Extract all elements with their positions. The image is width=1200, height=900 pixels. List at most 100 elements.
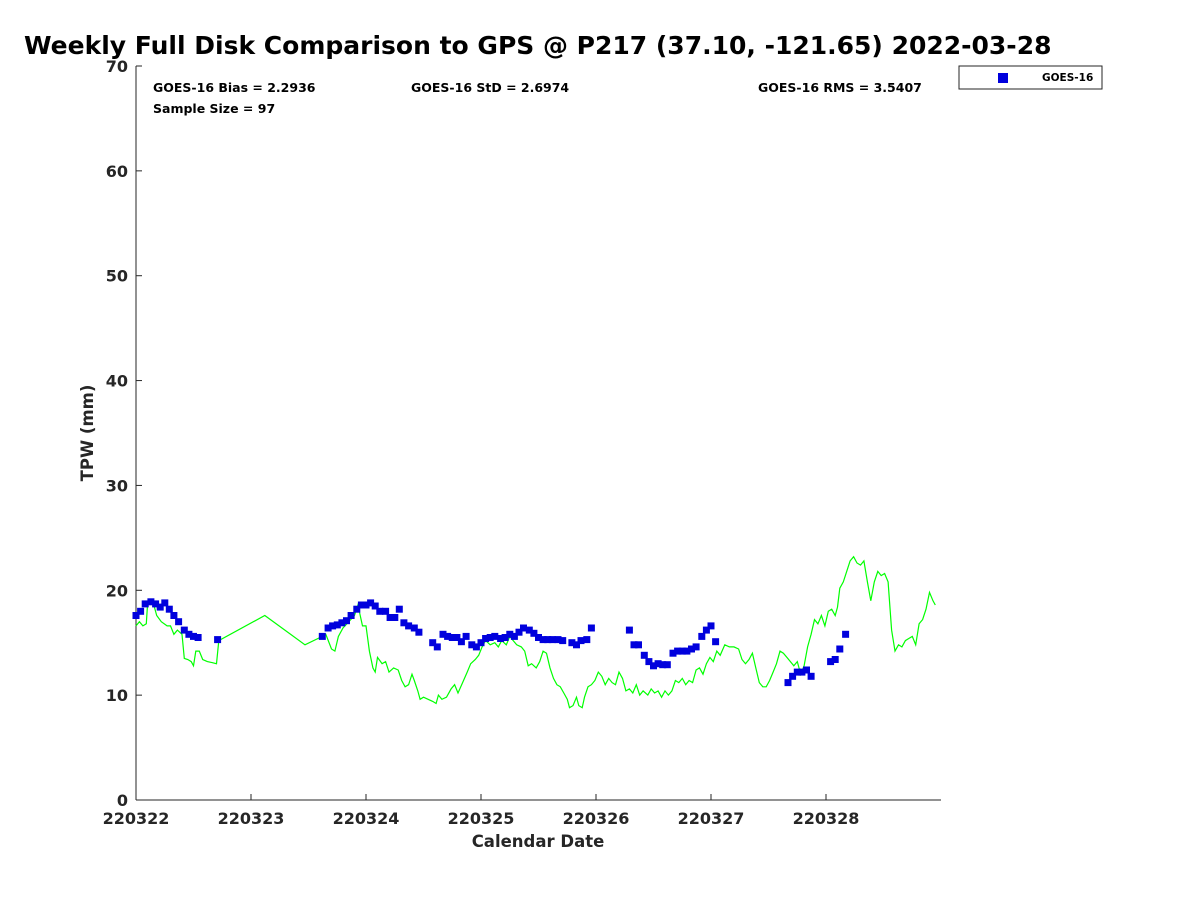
- goes16-point: [789, 672, 797, 680]
- plot-frame: [135, 66, 941, 801]
- goes16-point: [692, 643, 700, 651]
- goes16-point: [415, 628, 423, 636]
- y-tick-label: 30: [106, 476, 128, 495]
- legend-marker: [998, 73, 1008, 83]
- x-tick-label: 220324: [333, 809, 400, 828]
- goes16-point: [669, 649, 677, 657]
- goes16-point: [678, 647, 686, 655]
- goes16-point: [702, 626, 710, 634]
- goes16-point: [520, 624, 527, 632]
- goes16-point: [798, 668, 806, 676]
- legend-box: [958, 65, 1103, 90]
- y-tick-label: 40: [106, 372, 128, 391]
- goes16-point: [683, 647, 691, 655]
- x-tick-label: 220327: [678, 809, 745, 828]
- goes16-point: [132, 612, 140, 619]
- goes16-point: [559, 637, 567, 645]
- goes16-point: [535, 634, 542, 641]
- y-tick-label: 60: [106, 162, 128, 181]
- y-tick-label: 70: [106, 57, 128, 76]
- goes16-point: [448, 634, 456, 641]
- goes16-point: [362, 601, 370, 609]
- goes16-point: [141, 600, 149, 608]
- y-ticks: 0 10 20 30 40 50 60 70: [106, 57, 142, 810]
- goes16-point: [194, 634, 202, 641]
- goes16-point: [836, 645, 844, 653]
- goes16-point: [530, 629, 538, 637]
- goes16-point: [324, 624, 332, 632]
- goes16-point: [640, 651, 648, 659]
- series-layer: [132, 555, 936, 709]
- goes16-point: [650, 662, 657, 670]
- y-axis-label: TPW (mm): [78, 385, 97, 482]
- goes16-point: [486, 634, 494, 641]
- goes16-point: [506, 630, 514, 638]
- goes16-point: [367, 599, 375, 607]
- goes16-point: [170, 612, 178, 619]
- stat-rms: GOES-16 RMS = 3.5407: [758, 80, 922, 95]
- goes16-point: [688, 645, 695, 653]
- goes16-point: [698, 632, 706, 640]
- x-ticks: 220322 220323 220324 220325 220326 220327 2203…: [103, 794, 860, 828]
- stat-sample-size: Sample Size = 97: [153, 101, 275, 116]
- legend-entry-label: GOES-16: [1042, 72, 1093, 84]
- goes16-point: [625, 626, 633, 634]
- goes16-point: [645, 658, 653, 666]
- goes16-point: [477, 639, 485, 647]
- stat-std: GOES-16 StD = 2.6974: [411, 80, 569, 95]
- goes16-point: [654, 660, 662, 668]
- goes16-point: [472, 643, 480, 651]
- goes16-point: [429, 639, 437, 647]
- goes16-point: [371, 602, 379, 610]
- y-tick-label: 0: [117, 791, 128, 810]
- goes16-point: [803, 666, 810, 674]
- goes16-point: [400, 619, 408, 627]
- goes16-point: [353, 605, 361, 613]
- goes16-point: [482, 635, 490, 642]
- goes16-point: [793, 668, 801, 676]
- goes16-point: [707, 622, 715, 630]
- goes16-point: [831, 656, 839, 663]
- goes16-point: [525, 626, 533, 634]
- goes16-point: [659, 661, 667, 669]
- y-tick-label: 50: [106, 267, 128, 286]
- goes16-point: [386, 614, 394, 621]
- goes16-point: [410, 624, 418, 632]
- goes16-point: [457, 638, 465, 646]
- goes16-point: [501, 634, 509, 641]
- goes16-point: [515, 628, 523, 636]
- goes16-point: [214, 636, 222, 644]
- goes16-point: [827, 658, 835, 666]
- goes16-point: [329, 622, 337, 630]
- goes16-point: [147, 598, 155, 606]
- goes16-point: [395, 605, 403, 613]
- goes16-point: [539, 636, 547, 644]
- goes16-point: [635, 641, 642, 649]
- goes16-point: [357, 601, 365, 609]
- goes16-point: [190, 632, 197, 640]
- goes16-point: [175, 618, 183, 626]
- x-tick-label: 220326: [563, 809, 630, 828]
- goes16-point: [807, 672, 815, 680]
- goes16-point: [663, 661, 671, 669]
- goes16-point: [152, 600, 160, 608]
- goes16-point: [544, 636, 552, 644]
- goes16-point: [568, 639, 576, 647]
- goes16-point: [333, 621, 341, 629]
- goes16-point: [548, 636, 556, 644]
- goes16-point: [630, 641, 638, 649]
- x-tick-label: 220328: [793, 809, 860, 828]
- goes16-point: [573, 641, 580, 649]
- goes16-point: [433, 643, 441, 651]
- goes16-point: [468, 641, 476, 649]
- y-tick-label: 20: [106, 581, 128, 600]
- goes16-point: [510, 632, 518, 640]
- goes16-point: [161, 599, 169, 607]
- goes16-point: [444, 632, 452, 640]
- y-tick-label: 10: [106, 686, 128, 705]
- goes16-point: [338, 619, 346, 627]
- goes16-point: [347, 612, 355, 619]
- x-tick-label: 220323: [218, 809, 285, 828]
- goes16-point: [137, 607, 145, 615]
